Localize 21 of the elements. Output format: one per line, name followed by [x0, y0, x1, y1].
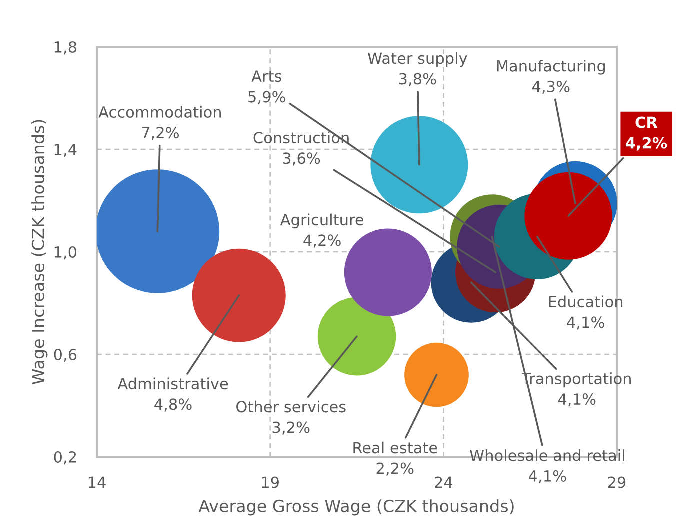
annotation: CR 4,2%: [626, 116, 668, 151]
annotation: Other services 3,2%: [236, 400, 346, 435]
annotation: Education 4,1%: [549, 296, 623, 330]
y-tick-label: 0,2: [54, 451, 76, 465]
y-tick-label: 1,0: [54, 246, 77, 260]
x-tick-label: 24: [435, 476, 453, 488]
annotation: Accommodation 7,2%: [98, 106, 222, 140]
annotation: Arts 5,9%: [248, 70, 286, 104]
x-axis-title: Average Gross Wage (CZK thousands): [198, 500, 514, 516]
annotation: Water supply 3,8%: [368, 52, 468, 86]
annotation: Administrative 4,8%: [118, 378, 228, 412]
y-tick-label: 0,6: [54, 348, 77, 362]
annotation: Real estate 2,2%: [354, 442, 438, 476]
x-tick-label: 29: [608, 476, 626, 488]
annotation: Agriculture 4,2%: [280, 214, 364, 248]
y-tick-label: 1,4: [54, 144, 77, 158]
y-tick-label: 1,8: [54, 41, 77, 55]
annotation: Manufacturing 4,3%: [497, 60, 606, 94]
x-tick-label: 19: [262, 476, 279, 488]
x-tick-label: 14: [88, 476, 106, 488]
y-axis-title: Wage Increase (CZK thousands): [32, 120, 48, 385]
